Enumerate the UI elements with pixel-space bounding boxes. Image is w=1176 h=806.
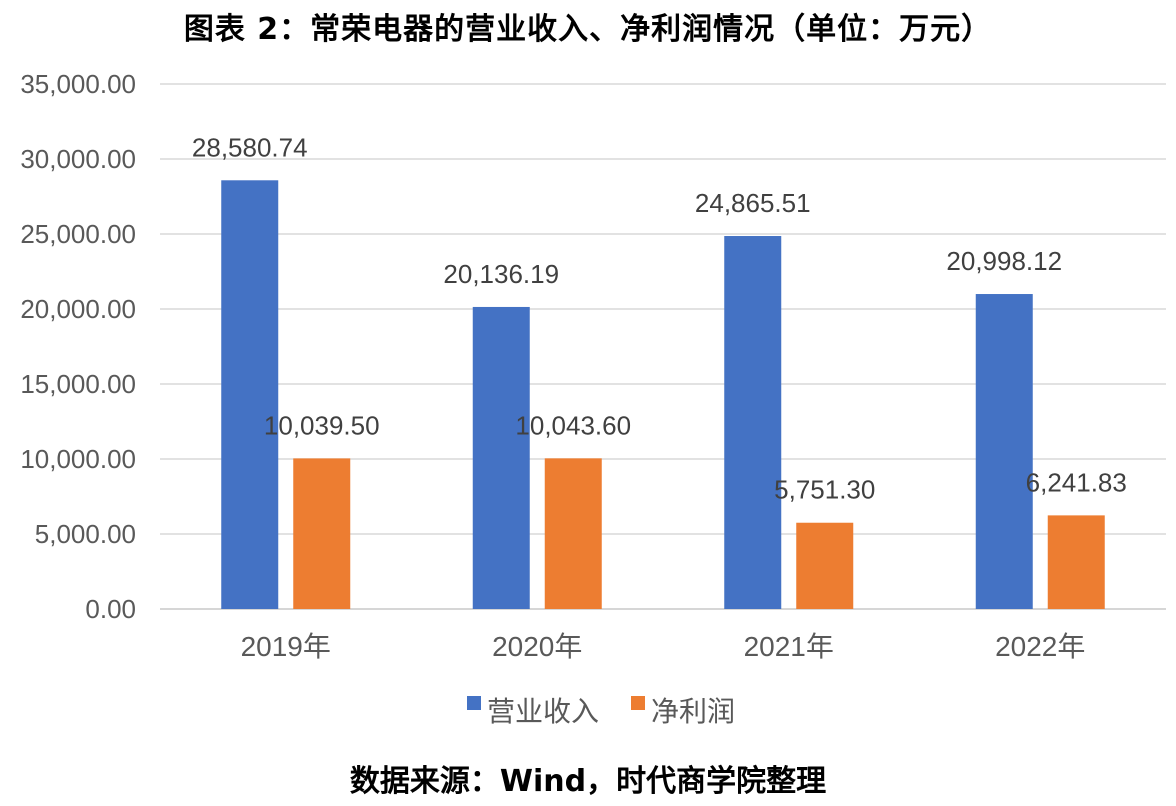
legend-label: 净利润 (651, 696, 735, 727)
bar-revenue (975, 294, 1033, 609)
y-tick-label: 15,000.00 (20, 369, 136, 399)
source-note: 数据来源：Wind，时代商学院整理 (349, 764, 827, 799)
y-tick-label: 5,000.00 (35, 519, 136, 549)
data-label: 10,039.50 (264, 410, 380, 440)
x-tick-label: 2019年 (241, 631, 331, 662)
bar-net-profit (1047, 515, 1105, 609)
legend-swatch (467, 696, 481, 710)
data-label: 24,865.51 (695, 188, 811, 218)
data-label: 28,580.74 (192, 132, 308, 162)
bar-revenue (221, 180, 279, 610)
legend: 营业收入 净利润 (467, 696, 735, 727)
y-axis-tick-labels: 0.00 5,000.00 10,000.00 15,000.00 20,000.00 2… (20, 69, 136, 624)
y-tick-label: 35,000.00 (20, 69, 136, 99)
y-tick-label: 0.00 (85, 594, 136, 624)
bar-net-profit (293, 458, 351, 609)
y-tick-label: 20,000.00 (20, 294, 136, 324)
chart-title: 图表 2：常荣电器的营业收入、净利润情况（单位：万元） (183, 12, 993, 47)
legend-label: 营业收入 (487, 696, 599, 727)
data-labels: 28,580.74 10,039.50 20,136.19 10,043.60 24,8… (192, 132, 1127, 504)
bars (221, 180, 1105, 610)
y-tick-label: 25,000.00 (20, 219, 136, 249)
bar-revenue (472, 306, 530, 609)
data-label: 5,751.30 (774, 475, 875, 505)
x-tick-label: 2022年 (995, 631, 1085, 662)
x-axis-tick-labels: 2019年 2020年 2021年 2022年 (241, 631, 1086, 662)
data-label: 20,998.12 (946, 246, 1062, 276)
data-label: 6,241.83 (1026, 467, 1127, 497)
x-tick-label: 2021年 (744, 631, 834, 662)
data-label: 20,136.19 (443, 259, 559, 289)
y-tick-label: 10,000.00 (20, 444, 136, 474)
legend-swatch (631, 696, 645, 710)
data-label: 10,043.60 (515, 410, 631, 440)
bar-revenue (724, 236, 782, 610)
bar-net-profit (544, 458, 602, 609)
x-tick-label: 2020年 (492, 631, 582, 662)
y-tick-label: 30,000.00 (20, 144, 136, 174)
bar-net-profit (796, 522, 854, 609)
